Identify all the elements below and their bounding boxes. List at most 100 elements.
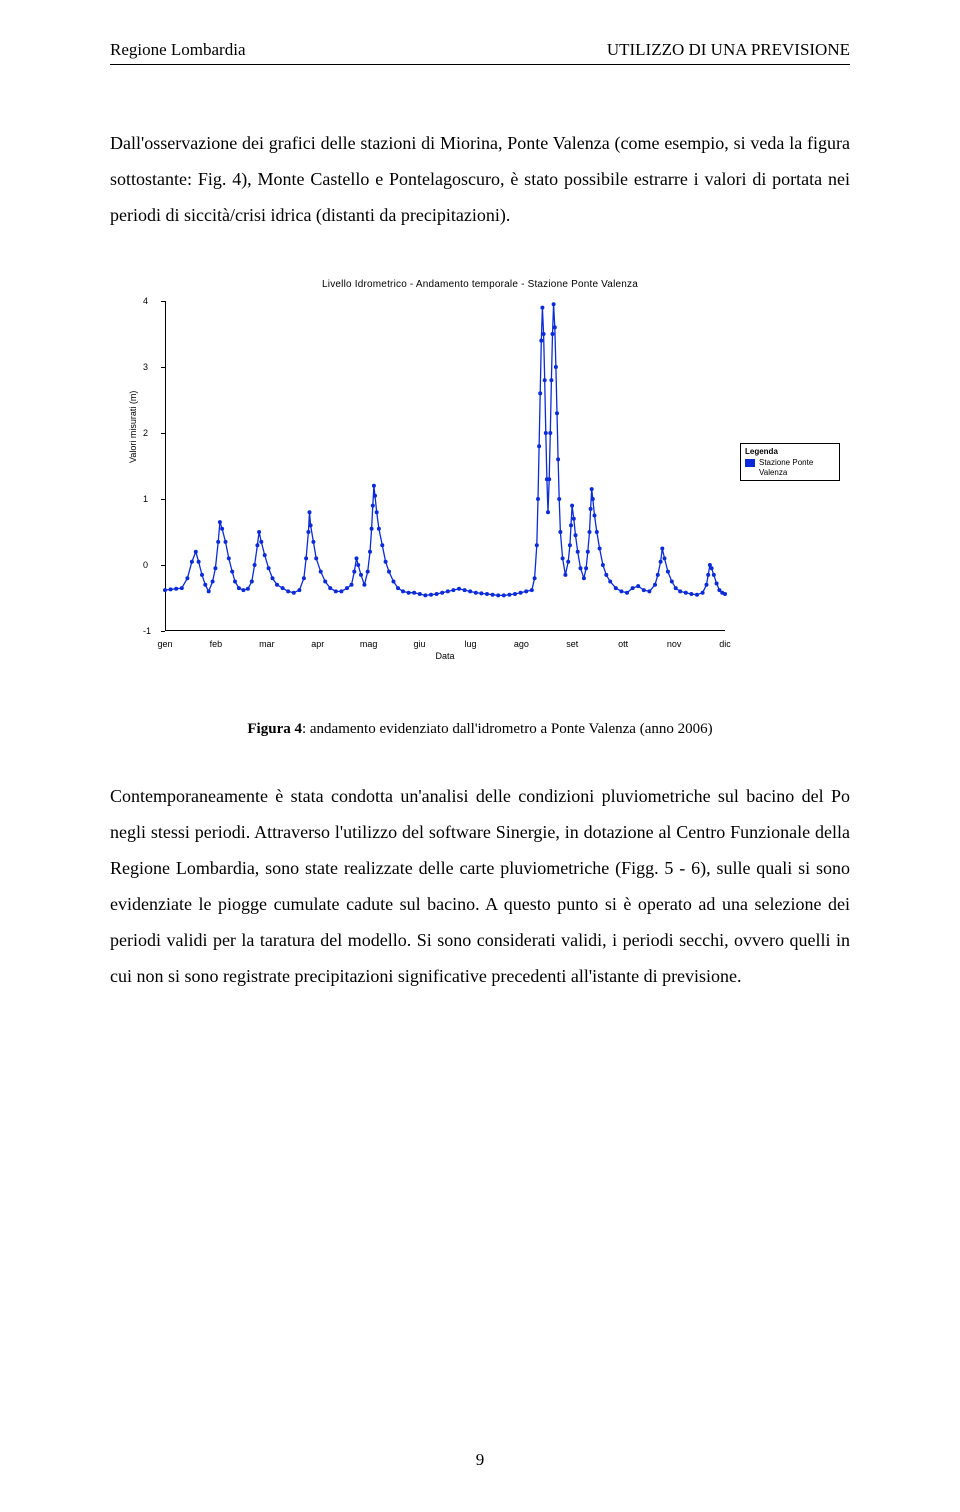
series-marker: [377, 527, 381, 531]
series-marker: [542, 332, 546, 336]
y-axis-label: Valori misurati (m): [128, 391, 138, 463]
series-marker: [588, 530, 592, 534]
series-marker: [591, 497, 595, 501]
series-marker: [275, 583, 279, 587]
series-marker: [233, 580, 237, 584]
x-tick-label: mag: [360, 639, 378, 649]
series-marker: [601, 563, 605, 567]
series-marker: [190, 560, 194, 564]
y-tick-label: 0: [143, 560, 148, 570]
series-marker: [392, 580, 396, 584]
y-tick-label: -1: [143, 626, 151, 636]
series-marker: [380, 543, 384, 547]
legend-swatch: [745, 459, 755, 467]
series-marker: [670, 580, 674, 584]
series-marker: [653, 583, 657, 587]
series-marker: [642, 588, 646, 592]
series-marker: [429, 593, 433, 597]
series-marker: [356, 563, 360, 567]
y-tick-mark: [161, 301, 165, 302]
series-marker: [647, 589, 651, 593]
caption-text: : andamento evidenziato dall'idrometro a…: [302, 721, 713, 737]
series-marker: [372, 484, 376, 488]
series-marker: [371, 504, 375, 508]
series-marker: [543, 378, 547, 382]
series-line: [165, 304, 725, 595]
series-marker: [553, 325, 557, 329]
series-marker: [570, 504, 574, 508]
series-marker: [304, 556, 308, 560]
series-marker: [491, 593, 495, 597]
series-marker: [328, 586, 332, 590]
series-marker: [387, 570, 391, 574]
series-marker: [684, 591, 688, 595]
series-marker: [401, 589, 405, 593]
series-marker: [584, 566, 588, 570]
legend-label: Stazione Ponte Valenza: [759, 458, 835, 477]
series-marker: [576, 550, 580, 554]
header-rule: [110, 64, 850, 65]
series-marker: [474, 591, 478, 595]
legend-title: Legenda: [745, 447, 835, 456]
series-marker: [309, 523, 313, 527]
series-marker: [263, 553, 267, 557]
series-marker: [551, 332, 555, 336]
series-marker: [710, 566, 714, 570]
series-marker: [203, 583, 207, 587]
series-marker: [706, 573, 710, 577]
series-marker: [366, 570, 370, 574]
series-marker: [334, 589, 338, 593]
series-marker: [292, 591, 296, 595]
series-marker: [625, 591, 629, 595]
series-marker: [546, 510, 550, 514]
figure-caption: Figura 4: andamento evidenziato dall'idr…: [110, 721, 850, 738]
chart-title: Livello Idrometrico - Andamento temporal…: [110, 279, 850, 290]
header-right: UTILIZZO DI UNA PREVISIONE: [607, 40, 850, 60]
series-marker: [271, 576, 275, 580]
series-marker: [519, 591, 523, 595]
series-marker: [308, 510, 312, 514]
series-marker: [211, 580, 215, 584]
series-marker: [468, 589, 472, 593]
series-marker: [659, 560, 663, 564]
series-marker: [574, 533, 578, 537]
series-marker: [368, 550, 372, 554]
series-marker: [163, 588, 167, 592]
series-marker: [666, 570, 670, 574]
series-marker: [220, 527, 224, 531]
series-marker: [678, 589, 682, 593]
y-tick-label: 3: [143, 362, 148, 372]
series-marker: [297, 588, 301, 592]
series-marker: [440, 591, 444, 595]
series-marker: [373, 494, 377, 498]
series-marker: [712, 573, 716, 577]
series-marker: [412, 591, 416, 595]
x-tick-label: dic: [719, 639, 731, 649]
series-marker: [536, 497, 540, 501]
figure-4: Livello Idrometrico - Andamento temporal…: [110, 273, 850, 738]
series-marker: [593, 514, 597, 518]
series-marker: [230, 570, 234, 574]
series-marker: [345, 586, 349, 590]
series-marker: [237, 586, 241, 590]
series-marker: [362, 583, 366, 587]
series-marker: [281, 586, 285, 590]
series-marker: [396, 586, 400, 590]
series-marker: [554, 365, 558, 369]
series-marker: [224, 540, 228, 544]
series-marker: [715, 582, 719, 586]
x-tick-label: feb: [210, 639, 223, 649]
header-left: Regione Lombardia: [110, 40, 246, 60]
series-marker: [689, 592, 693, 596]
series-marker: [355, 556, 359, 560]
series-marker: [533, 576, 537, 580]
y-tick-mark: [161, 565, 165, 566]
series-svg: [165, 301, 725, 631]
series-marker: [496, 593, 500, 597]
series-marker: [194, 550, 198, 554]
page-number: 9: [0, 1450, 960, 1470]
series-marker: [561, 556, 565, 560]
paragraph-2: Contemporaneamente è stata condotta un'a…: [110, 778, 850, 994]
series-marker: [636, 584, 640, 588]
x-tick-label: apr: [311, 639, 324, 649]
